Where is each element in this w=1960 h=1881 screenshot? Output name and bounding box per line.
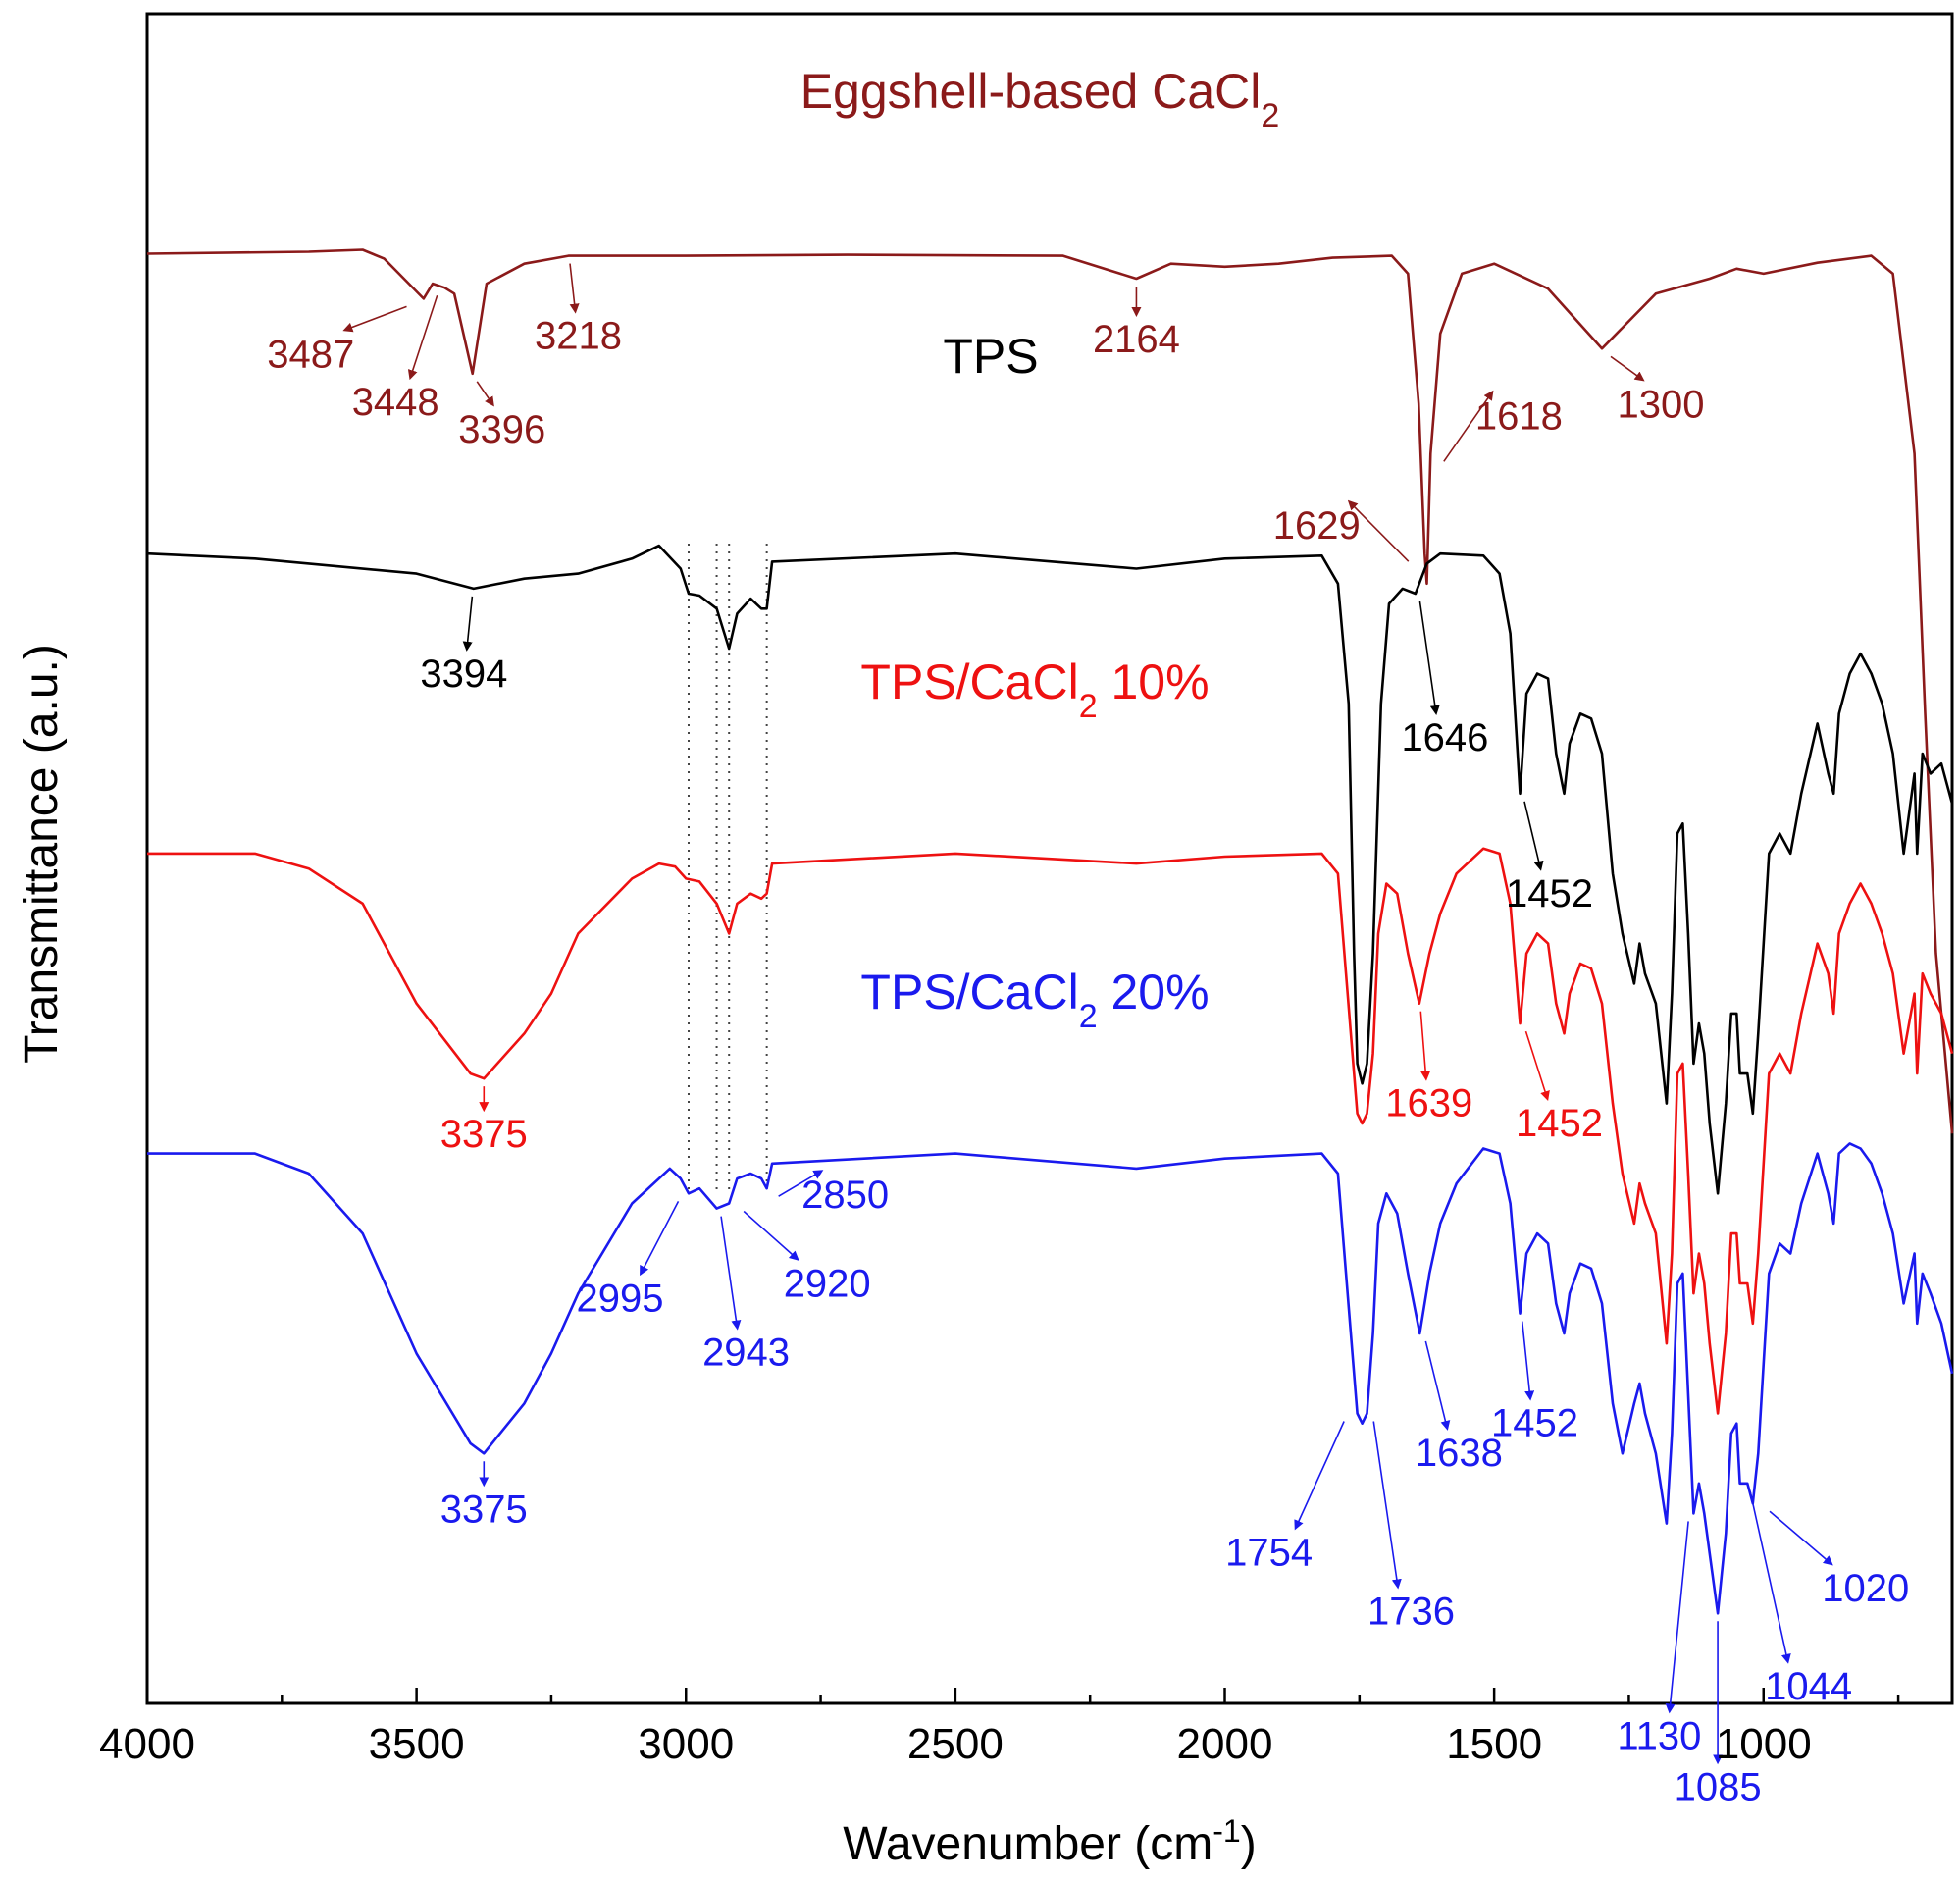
x-tick-label-1000: 1000	[1716, 1720, 1812, 1768]
annotation-arrow-1736	[1372, 1421, 1402, 1590]
annotation-label-1020: 1020	[1822, 1567, 1909, 1610]
series-line-eggshell-based-cacl2	[146, 248, 1954, 1134]
annotation-label-1085: 1085	[1675, 1765, 1762, 1808]
annotation-label-3375: 3375	[440, 1488, 528, 1531]
annotation-label-3375: 3375	[440, 1113, 528, 1156]
annotation-arrow-1452	[1524, 1030, 1550, 1102]
annotation-arrow-1020	[1769, 1510, 1833, 1566]
annotation-arrow-3448	[407, 294, 438, 381]
annotation-arrow-1629	[1347, 499, 1410, 562]
annotation-arrow-3487	[342, 305, 407, 333]
x-tick-label-3500: 3500	[369, 1720, 465, 1768]
annotation-label-1044: 1044	[1765, 1665, 1852, 1708]
annotation-arrow-1646	[1418, 601, 1440, 715]
annotation-label-1646: 1646	[1401, 716, 1488, 759]
annotation-arrow-1452	[1523, 801, 1544, 871]
x-tick-label-2500: 2500	[907, 1720, 1004, 1768]
annotation-label-3487: 3487	[267, 333, 354, 376]
annotation-label-1130: 1130	[1617, 1714, 1701, 1757]
x-axis-title: Wavenumber (cm-1)	[843, 1813, 1256, 1870]
annotation-arrow-1044	[1749, 1490, 1791, 1664]
annotation-label-3448: 3448	[352, 381, 439, 424]
annotation-arrow-3218	[569, 263, 580, 314]
annotation-arrow-1130	[1665, 1521, 1689, 1714]
annotation-arrow-1300	[1610, 355, 1645, 382]
annotation-label-2164: 2164	[1093, 318, 1180, 361]
annotation-label-1452: 1452	[1516, 1102, 1603, 1145]
annotation-arrow-1452	[1521, 1321, 1535, 1401]
series-label-tps-cacl2-20: TPS/CaCl2 20%	[860, 965, 1209, 1035]
annotation-arrow-2850	[778, 1170, 824, 1197]
annotation-arrow-1639	[1419, 1011, 1431, 1081]
annotation-label-1638: 1638	[1416, 1432, 1503, 1475]
x-tick-label-2000: 2000	[1177, 1720, 1273, 1768]
annotation-label-3396: 3396	[458, 408, 545, 451]
annotation-label-2995: 2995	[577, 1277, 664, 1320]
annotation-label-1736: 1736	[1367, 1591, 1455, 1634]
annotation-label-1754: 1754	[1225, 1532, 1313, 1575]
series-group	[146, 248, 1954, 1615]
annotation-arrow-2995	[640, 1200, 680, 1277]
annotation-label-2943: 2943	[702, 1332, 790, 1375]
series-line-tps-cacl2-20	[147, 1142, 1954, 1615]
series-labels: Eggshell-based CaCl2 TPS TPS/CaCl2 10% TPS/…	[800, 64, 1280, 1035]
series-label-eggshell-based-cacl2: Eggshell-based CaCl2	[800, 64, 1280, 134]
annotation-label-1629: 1629	[1273, 504, 1361, 548]
annotation-label-1300: 1300	[1617, 383, 1704, 426]
annotation-label-1618: 1618	[1475, 394, 1563, 438]
annotation-arrow-1754	[1294, 1421, 1345, 1531]
annotation-label-1452: 1452	[1506, 872, 1593, 915]
annotation-arrow-3394	[462, 596, 474, 652]
annotation-label-3218: 3218	[535, 315, 622, 358]
annotation-arrow-2943	[720, 1216, 742, 1331]
y-axis-title: Transmittance (a.u.)	[16, 644, 68, 1064]
annotation-label-2850: 2850	[801, 1174, 889, 1217]
series-label-tps: TPS	[943, 329, 1038, 384]
annotation-label-1639: 1639	[1385, 1082, 1472, 1125]
x-tick-label-4000: 4000	[99, 1720, 195, 1768]
x-tick-label-3000: 3000	[638, 1720, 734, 1768]
plot-frame	[145, 12, 1954, 1705]
annotation-arrow-2920	[743, 1210, 799, 1261]
series-line-tps	[146, 544, 1954, 1195]
annotation-arrow-1618	[1443, 390, 1494, 462]
annotation-arrow-3396	[476, 381, 494, 407]
annotation-arrow-1638	[1424, 1340, 1451, 1431]
series-line-tps-cacl2-10	[147, 847, 1954, 1415]
x-tick-label-1500: 1500	[1446, 1720, 1542, 1768]
annotation-label-3394: 3394	[420, 653, 507, 696]
annotations: 3487 3448 3396 3218 2164 1300 1629 1618 3394 1646…	[267, 263, 1909, 1808]
series-label-tps-cacl2-10: TPS/CaCl2 10%	[860, 654, 1209, 725]
x-axis-ticks: 4000 3500 3000 2500 2000 1500 1000	[99, 1688, 1900, 1768]
annotation-label-2920: 2920	[784, 1263, 871, 1306]
annotation-label-1452: 1452	[1491, 1402, 1578, 1445]
